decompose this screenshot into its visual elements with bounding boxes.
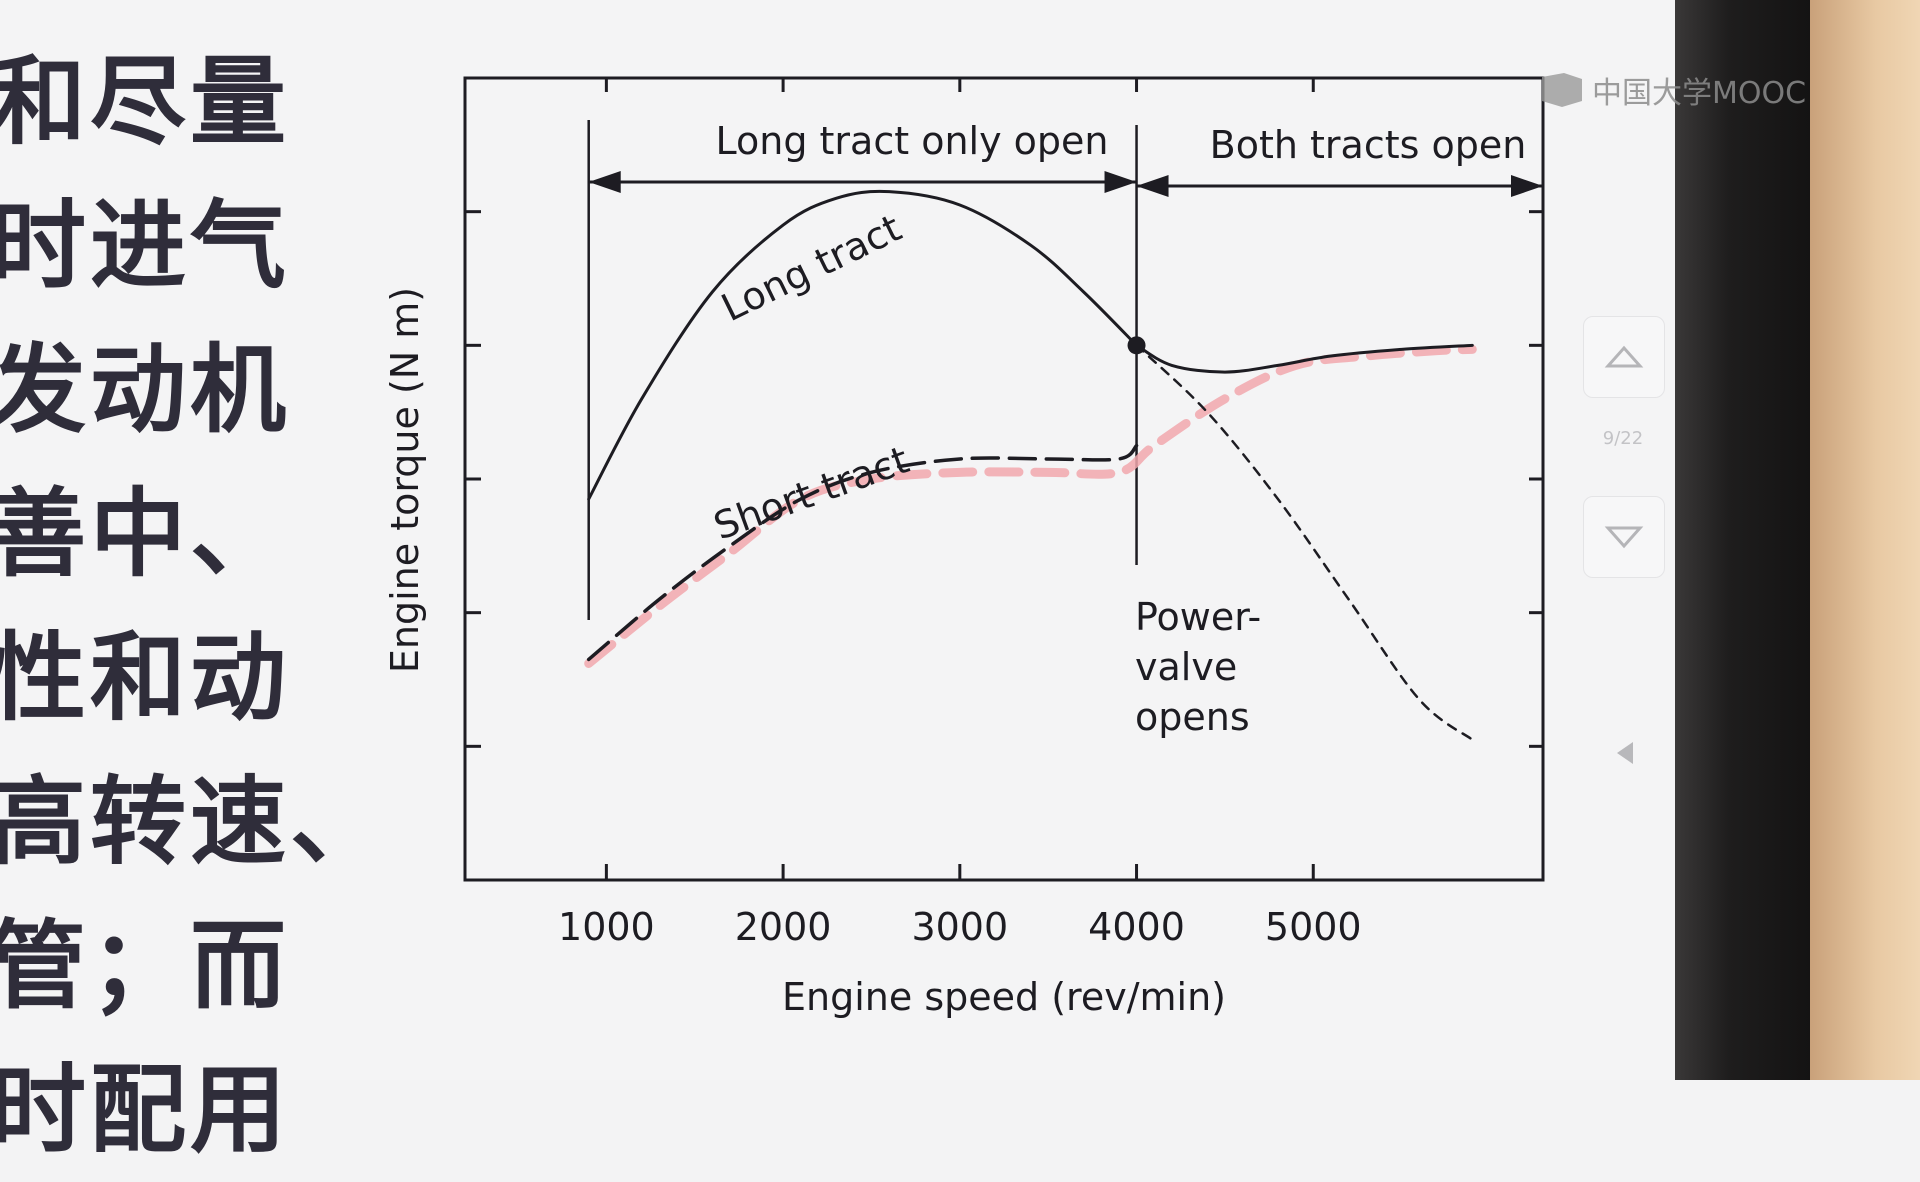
- long-tract-label: Long tract: [715, 206, 908, 330]
- chevron-up-icon: [1604, 345, 1644, 368]
- page-nav-panel: 9/22: [1583, 316, 1665, 581]
- x-tick-label: 2000: [735, 905, 832, 949]
- series-line-4: [584, 344, 1477, 668]
- arrowhead-right: [1511, 175, 1543, 197]
- series-line-1: [1135, 344, 1474, 741]
- slide-text-line: 性和动: [0, 622, 290, 734]
- slide-text-line: 善中、: [0, 478, 290, 590]
- x-tick-label: 1000: [558, 905, 655, 949]
- arrowhead-mid-left: [1104, 171, 1137, 193]
- page-indicator: 9/22: [1602, 428, 1644, 449]
- slide-background: [0, 0, 1675, 1080]
- slide-text-line: 和尽量: [0, 46, 290, 158]
- region-right-label: Both tracts open: [1210, 123, 1527, 167]
- arrowhead-left: [588, 171, 621, 193]
- region-left-label: Long tract only open: [715, 119, 1108, 163]
- x-tick-label: 4000: [1088, 905, 1185, 949]
- power-valve-label-line2: valve: [1135, 645, 1237, 689]
- x-tick-label: 5000: [1265, 905, 1362, 949]
- monitor-bezel: [1675, 0, 1810, 1080]
- next-page-button[interactable]: [1583, 496, 1665, 578]
- collapse-panel-button[interactable]: [1600, 728, 1650, 778]
- mooc-logo-text: 中国大学MOOC: [1592, 76, 1807, 111]
- short-tract-label: Short tract: [708, 437, 914, 548]
- slide-text-line: 高转速、: [0, 766, 390, 878]
- slide-text-line: 时进气: [0, 190, 290, 302]
- chevron-down-icon: [1604, 526, 1644, 549]
- power-valve-label-line1: Power-: [1135, 595, 1261, 639]
- x-axis-title: Engine speed (rev/min): [782, 975, 1226, 1019]
- mooc-logo-icon: [1542, 73, 1582, 107]
- triangle-left-icon: [1617, 742, 1633, 764]
- power-valve-label-line3: opens: [1135, 695, 1250, 739]
- series-line-2: [586, 443, 1139, 662]
- x-tick-label: 3000: [911, 905, 1008, 949]
- slide-text-line: 发动机: [0, 334, 290, 446]
- arrowhead-mid-right: [1136, 175, 1169, 197]
- slide-text-line: 管；而: [0, 910, 290, 1022]
- prev-page-button[interactable]: [1583, 316, 1665, 398]
- torque-chart: 1000 2000 3000 4000 5000 Engine speed (rev/m…: [383, 76, 1545, 1019]
- y-axis-title: Engine torque (N m): [383, 287, 427, 673]
- plot-frame: [463, 76, 1545, 882]
- mooc-logo: 中国大学MOOC: [1540, 70, 1807, 111]
- power-valve-point: [1127, 336, 1146, 355]
- background-wall: [1810, 0, 1920, 1080]
- series-line-0: [587, 189, 1139, 501]
- series-line-3: [1135, 343, 1474, 374]
